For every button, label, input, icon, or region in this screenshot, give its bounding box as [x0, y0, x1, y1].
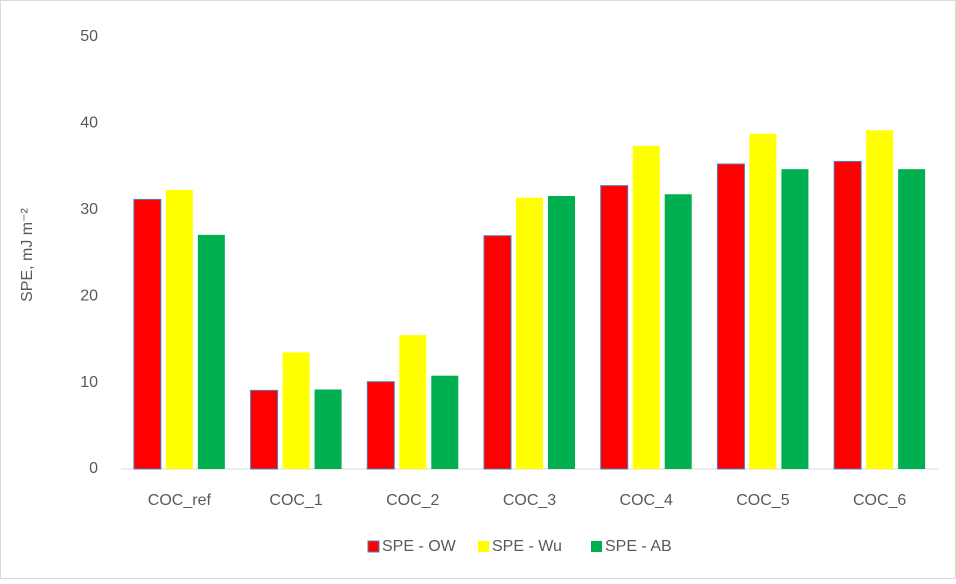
x-tick-label: COC_5: [736, 492, 789, 509]
x-tick-label: COC_2: [386, 492, 439, 509]
bar: [516, 197, 543, 470]
x-tick-label: COC_4: [620, 492, 673, 509]
legend-swatch: [478, 541, 489, 552]
y-tick-label: 30: [80, 201, 98, 218]
bar: [898, 169, 926, 469]
bar: [133, 198, 162, 470]
y-tick-label: 0: [89, 460, 98, 477]
y-tick-label: 50: [80, 28, 98, 45]
bar: [399, 335, 427, 469]
bar: [165, 189, 193, 470]
x-tick-label: COC_1: [269, 492, 322, 509]
bar: [197, 234, 225, 469]
bar: [314, 389, 342, 469]
bar: [366, 381, 395, 470]
y-tick-label: 10: [80, 374, 98, 391]
x-tick-label: COC_6: [853, 492, 906, 509]
bar: [600, 185, 629, 470]
y-axis-label: SPE, mJ m⁻²: [19, 207, 36, 301]
bar: [250, 389, 279, 470]
bar: [749, 133, 777, 469]
x-tick-label: COC_3: [503, 492, 556, 509]
bar: [664, 194, 692, 470]
bar: [632, 145, 660, 469]
legend-swatch: [591, 541, 602, 552]
bar: [431, 375, 459, 469]
bar: [833, 160, 862, 470]
bar: [781, 169, 809, 469]
bar: [548, 195, 575, 469]
legend-label: SPE - AB: [605, 538, 672, 555]
legend-swatch: [367, 540, 380, 553]
legend-label: SPE - Wu: [492, 538, 562, 555]
y-tick-label: 20: [80, 287, 98, 304]
y-tick-label: 40: [80, 115, 98, 132]
bar: [866, 130, 894, 469]
bar: [716, 163, 745, 470]
x-tick-label: COC_ref: [148, 492, 212, 509]
bar: [282, 352, 310, 469]
bar: [483, 235, 512, 470]
legend-label: SPE - OW: [382, 538, 457, 555]
